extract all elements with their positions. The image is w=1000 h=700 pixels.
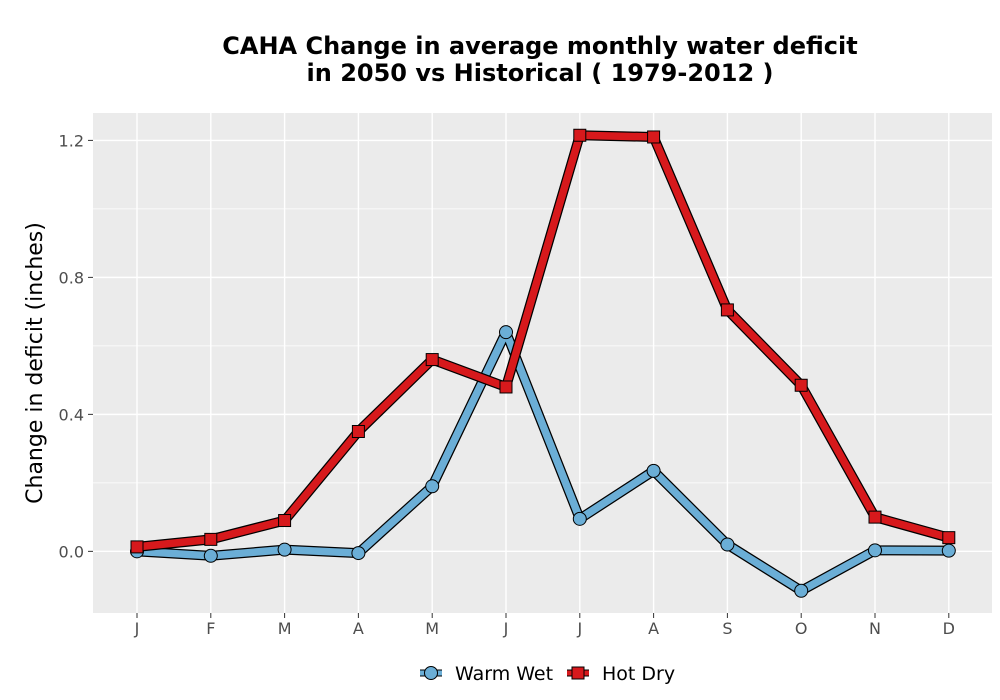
warm-wet-legend-label: Warm Wet <box>455 663 553 685</box>
chart-title-line-1: CAHA Change in average monthly water def… <box>222 32 858 60</box>
x-tick-label: A <box>648 619 659 638</box>
hot-dry-point <box>204 532 218 546</box>
x-tick-label: D <box>943 619 955 638</box>
hot-dry-point <box>425 353 439 367</box>
hot-dry-point <box>794 378 808 392</box>
warm-wet-legend-marker <box>424 666 438 680</box>
x-tick-label: J <box>576 619 582 638</box>
warm-wet-point <box>277 542 292 557</box>
warm-wet-point <box>646 463 661 478</box>
hot-dry-legend-label: Hot Dry <box>602 663 675 685</box>
hot-dry-legend-marker <box>571 666 585 680</box>
minor-gridlines <box>93 208 992 484</box>
y-tick-label: 1.2 <box>59 131 84 150</box>
warm-wet-point <box>351 546 366 561</box>
hot-dry-point <box>351 424 365 438</box>
hot-dry-point <box>647 130 661 144</box>
hot-dry-point <box>278 514 292 528</box>
hot-dry-point <box>499 380 513 394</box>
y-axis-ticks: 0.0 0.4 0.8 1.2 <box>59 131 93 561</box>
warm-wet-point <box>794 583 809 598</box>
warm-wet-point <box>203 548 218 563</box>
legend: Warm Wet Hot Dry <box>420 663 675 685</box>
warm-wet-point <box>720 537 735 552</box>
series-layer <box>130 128 956 598</box>
hot-dry-point <box>720 303 734 317</box>
warm-wet-point <box>868 543 882 558</box>
chart-title-line-2: in 2050 vs Historical ( 1979-2012 ) <box>306 59 774 87</box>
y-tick-label: 0.0 <box>59 542 84 561</box>
hot-dry-point <box>130 540 144 554</box>
warm-wet-point <box>425 479 440 494</box>
x-tick-label: M <box>278 619 292 638</box>
x-tick-label: F <box>206 619 215 638</box>
x-tick-label: A <box>353 619 364 638</box>
hot-dry-point <box>942 531 956 545</box>
warm-wet-point <box>572 511 587 526</box>
x-tick-label: J <box>134 619 140 638</box>
x-tick-label: N <box>869 619 881 638</box>
y-axis-title: Change in deficit (inches) <box>23 222 48 504</box>
warm-wet-point <box>499 325 513 340</box>
x-tick-label: J <box>503 619 509 638</box>
x-tick-label: S <box>722 619 732 638</box>
hot-dry-line <box>133 131 953 551</box>
x-tick-label: O <box>795 619 808 638</box>
x-tick-label: M <box>425 619 439 638</box>
y-tick-label: 0.4 <box>59 405 84 424</box>
warm-wet-point <box>941 543 956 558</box>
hot-dry-point <box>573 128 587 142</box>
warm-wet-line <box>133 328 953 595</box>
y-tick-label: 0.8 <box>59 268 84 287</box>
hot-dry-point <box>868 510 882 524</box>
